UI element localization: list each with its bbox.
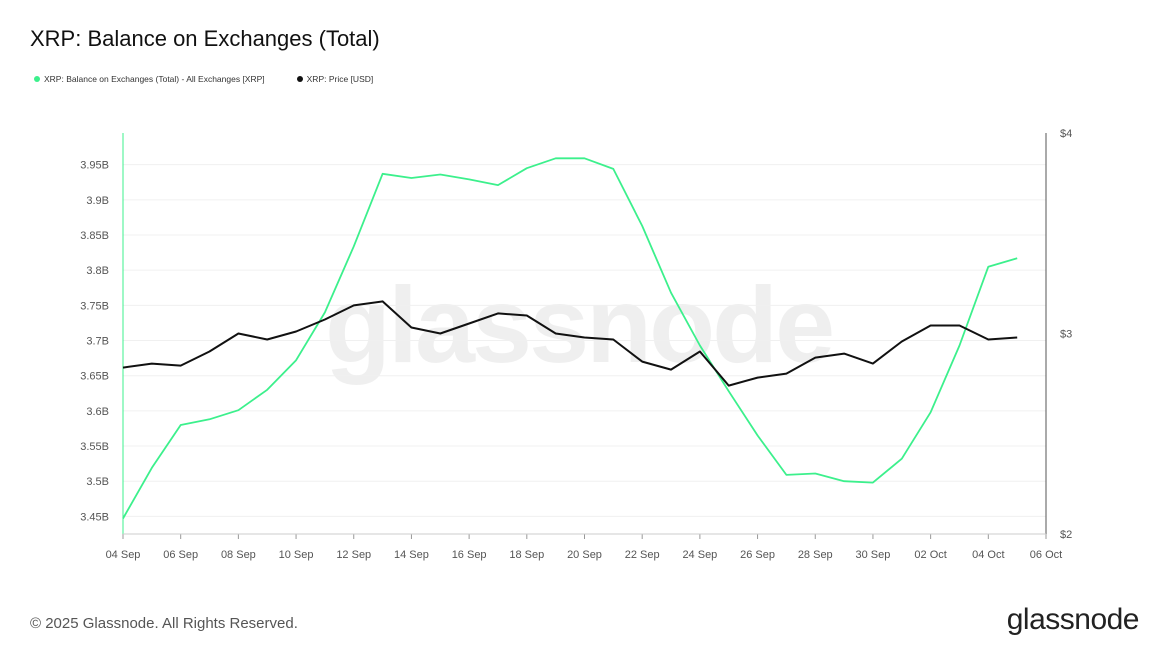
y-left-tick-label: 3.8B [86, 265, 109, 277]
legend-label-balance: XRP: Balance on Exchanges (Total) - All … [44, 74, 265, 84]
y-right-tick-label: $3 [1060, 329, 1072, 341]
x-tick-label: 24 Sep [682, 549, 717, 561]
x-tick-label: 28 Sep [798, 549, 833, 561]
x-tick-label: 08 Sep [221, 549, 256, 561]
x-tick-label: 18 Sep [509, 549, 544, 561]
legend-dot-balance [34, 76, 40, 82]
x-tick-label: 02 Oct [914, 549, 946, 561]
y-left-tick-label: 3.9B [86, 195, 109, 207]
legend-item-balance[interactable]: XRP: Balance on Exchanges (Total) - All … [34, 74, 265, 84]
y-left-tick-label: 3.45B [80, 511, 109, 523]
y-left-tick-label: 3.6B [86, 406, 109, 418]
y-right-tick-label: $4 [1060, 128, 1072, 140]
chart-legend: XRP: Balance on Exchanges (Total) - All … [34, 74, 373, 84]
y-left-tick-label: 3.55B [80, 441, 109, 453]
x-tick-label: 04 Sep [106, 549, 141, 561]
x-tick-label: 04 Oct [972, 549, 1004, 561]
x-tick-label: 26 Sep [740, 549, 775, 561]
y-left-tick-label: 3.5B [86, 476, 109, 488]
x-tick-label: 10 Sep [279, 549, 314, 561]
x-tick-label: 30 Sep [856, 549, 891, 561]
legend-dot-price [296, 76, 303, 82]
y-left-tick-label: 3.65B [80, 371, 109, 383]
copyright-footer: © 2025 Glassnode. All Rights Reserved. [30, 615, 298, 632]
x-tick-label: 06 Oct [1030, 549, 1062, 561]
y-right-tick-label: $2 [1060, 529, 1072, 541]
x-tick-label: 06 Sep [163, 549, 198, 561]
chart-title: XRP: Balance on Exchanges (Total) [30, 26, 380, 51]
legend-label-price: XRP: Price [USD] [306, 74, 374, 84]
brand-logo: glassnode [1006, 603, 1140, 636]
y-left-tick-label: 3.75B [80, 300, 109, 312]
y-left-tick-label: 3.95B [80, 160, 109, 172]
x-tick-label: 22 Sep [625, 549, 660, 561]
balance-series-line [122, 157, 1018, 519]
x-tick-label: 12 Sep [336, 549, 371, 561]
legend-item-price[interactable]: XRP: Price [USD] [296, 74, 374, 84]
y-left-tick-label: 3.7B [86, 336, 109, 348]
x-tick-label: 20 Sep [567, 549, 602, 561]
price-series-line [122, 300, 1018, 387]
x-tick-label: 16 Sep [452, 549, 487, 561]
x-tick-label: 14 Sep [394, 549, 429, 561]
y-left-tick-label: 3.85B [80, 230, 109, 242]
